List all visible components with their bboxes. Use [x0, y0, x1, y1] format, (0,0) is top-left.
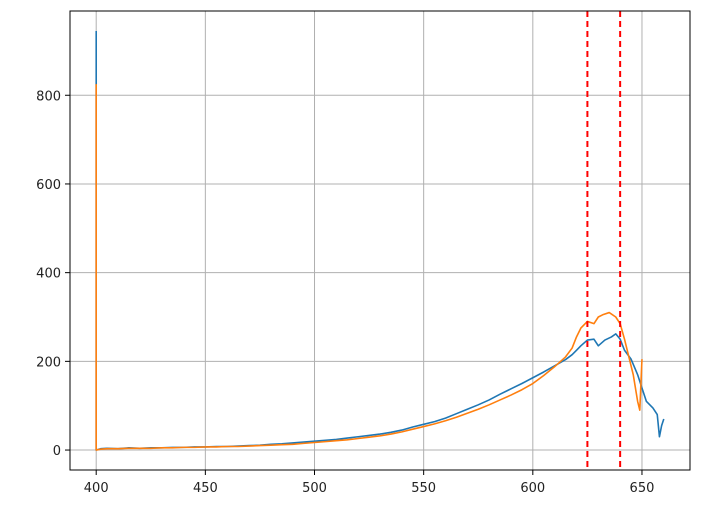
x-tick-label: 400 [84, 481, 109, 496]
x-tick-label: 600 [520, 481, 545, 496]
x-tick-label: 500 [302, 481, 327, 496]
x-tick-label: 450 [193, 481, 218, 496]
x-tick-label: 650 [630, 481, 655, 496]
y-tick-label: 600 [36, 178, 61, 193]
plot-frame [69, 10, 691, 471]
y-tick-label: 200 [36, 355, 61, 370]
series-group [95, 30, 665, 451]
series-line-1 [95, 30, 665, 451]
y-tick-label: 0 [53, 444, 61, 459]
y-tick-label: 800 [36, 89, 61, 104]
y-tick-label: 400 [36, 267, 61, 282]
grid [70, 11, 690, 470]
x-tick-label: 550 [411, 481, 436, 496]
reference-lines [586, 11, 622, 470]
axis-ticks: 400 450 500 550 600 650 0 200 400 600 800 [36, 89, 654, 496]
series-line-2 [95, 84, 643, 451]
